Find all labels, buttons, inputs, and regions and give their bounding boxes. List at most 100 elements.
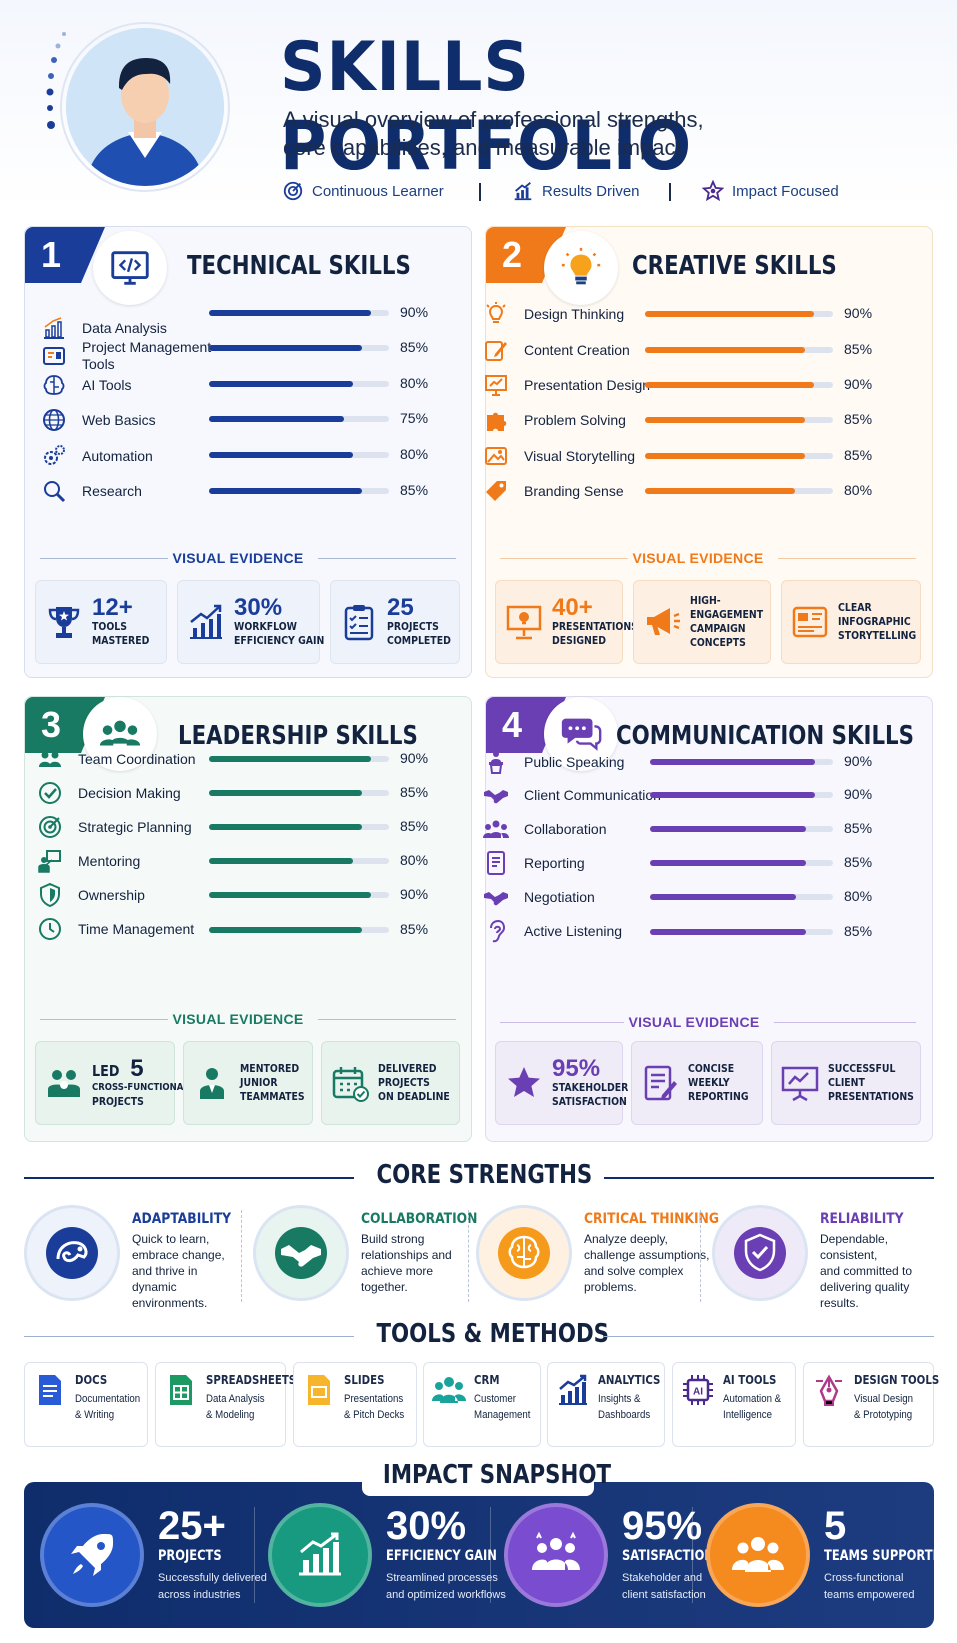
section-title: LEADERSHIP SKILLS xyxy=(178,721,418,751)
trophy-icon xyxy=(48,607,80,638)
evidence-divider xyxy=(318,1019,456,1020)
evidence-value: 30% xyxy=(234,594,283,621)
handshake-icon xyxy=(482,781,510,809)
skill-percent: 80% xyxy=(844,888,873,904)
impact-label: PROJECTS xyxy=(158,1548,222,1564)
evidence-line: PRESENTATIONS xyxy=(552,620,638,633)
desc-line: embrace change, xyxy=(132,1248,225,1262)
strength-divider xyxy=(700,1210,701,1302)
evidence-line: DESIGNED xyxy=(552,634,607,647)
skill-label: Active Listening xyxy=(524,922,623,939)
skill-progress-track xyxy=(645,488,833,494)
evidence-divider xyxy=(318,558,456,559)
tag-divider xyxy=(669,183,671,201)
skill-row-automation: Automation xyxy=(40,441,240,471)
section-rule xyxy=(604,1177,934,1179)
tool-title: AI TOOLS xyxy=(723,1373,777,1387)
evidence-line: WORKFLOW xyxy=(234,620,297,633)
skill-label: Research xyxy=(82,482,142,499)
tool-title: SPREADSHEETS xyxy=(206,1373,297,1387)
strength-text: ADAPTABILITY Quick to learn, embrace cha… xyxy=(132,1205,245,1311)
tool-description: Visual Design & Prototyping xyxy=(854,1391,942,1423)
tag-label-icon xyxy=(482,477,510,505)
tool-title: DOCS xyxy=(75,1373,108,1387)
mentor-person-icon xyxy=(200,1068,224,1099)
impact-value: 30% xyxy=(386,1504,467,1548)
group-icon xyxy=(482,815,510,843)
tool-title: ANALYTICS xyxy=(598,1373,661,1387)
impact-label: TEAMS SUPPORTED xyxy=(824,1548,950,1564)
skill-progress-track xyxy=(650,759,833,765)
evidence-line: CONCISE xyxy=(688,1062,735,1075)
evidence-line: DELIVERED xyxy=(378,1062,437,1075)
check-circle-icon xyxy=(36,779,64,807)
tool-text: DESIGN TOOLS Visual Design & Prototyping xyxy=(854,1373,954,1436)
checklist-clipboard-icon xyxy=(344,605,374,641)
desc-line: across industries xyxy=(158,1589,241,1601)
skill-progress-fill xyxy=(209,452,353,458)
impact-projects: 25+ PROJECTS Successfully delivered acros… xyxy=(40,1503,267,1607)
skill-progress-fill xyxy=(645,453,805,459)
customers-icon xyxy=(432,1377,466,1403)
evidence-line: STORYTELLING xyxy=(838,629,917,642)
evidence-line: CAMPAIGN xyxy=(690,622,746,635)
tool-description: Customer Management xyxy=(474,1391,531,1423)
evidence-line: CONCEPTS xyxy=(690,636,746,649)
tag-label: Impact Focused xyxy=(732,182,839,200)
skill-percent: 85% xyxy=(400,784,429,800)
impact-value: 95% xyxy=(622,1504,703,1548)
skill-progress-track xyxy=(209,416,389,422)
strength-icon-circle xyxy=(712,1205,808,1301)
strength-reliability: RELIABILITY Dependable, consistent, and … xyxy=(712,1205,942,1311)
impact-icon-circle xyxy=(504,1503,608,1607)
skill-progress-track xyxy=(650,894,833,900)
desc-line: Management xyxy=(474,1409,531,1421)
evidence-divider xyxy=(778,558,916,559)
tool-text: AI TOOLS Automation & Intelligence xyxy=(723,1373,789,1436)
skill-progress-track xyxy=(209,452,389,458)
skill-label: AI Tools xyxy=(82,376,132,393)
evidence-text: 95% STAKEHOLDER SATISFACTION xyxy=(552,1057,642,1109)
evidence-title: VISUAL EVIDENCE xyxy=(632,550,764,566)
desc-line: Visual Design xyxy=(854,1393,914,1405)
evidence-title: VISUAL EVIDENCE xyxy=(172,1011,304,1027)
desc-line: Quick to learn, xyxy=(132,1232,210,1246)
impact-text: 5 TEAMS SUPPORTED Cross-functional teams … xyxy=(824,1506,957,1604)
desc-line: and optimized workflows xyxy=(386,1589,506,1601)
skill-progress-fill xyxy=(209,345,362,351)
chameleon-icon xyxy=(46,1227,98,1279)
skill-percent: 85% xyxy=(844,411,873,427)
evidence-line: MENTORED xyxy=(240,1062,300,1075)
strength-critical-thinking: CRITICAL THINKING Analyze deeply, challe… xyxy=(476,1205,719,1301)
gears-icon xyxy=(40,442,68,470)
section-icon-circle xyxy=(544,231,618,305)
evidence-line: PROJECTS xyxy=(378,1076,430,1089)
evidence-text: HIGH- ENGAGEMENT CAMPAIGN CONCEPTS xyxy=(690,594,776,650)
tag-label: Results Driven xyxy=(542,182,640,200)
evidence-title: VISUAL EVIDENCE xyxy=(172,550,304,566)
skill-row-collaboration: Collaboration xyxy=(482,814,682,844)
skill-label: Time Management xyxy=(78,920,195,937)
tool-title: DESIGN TOOLS xyxy=(854,1373,940,1387)
report-document-icon xyxy=(482,849,510,877)
presentation-screen-icon xyxy=(781,1066,819,1102)
evidence-line: WEEKLY xyxy=(688,1076,730,1089)
desc-line: relationships and xyxy=(361,1248,452,1262)
evidence-text: LED 5 CROSS-FUNCTIONAL PROJECTS xyxy=(92,1057,206,1109)
evidence-line: PRESENTATIONS xyxy=(828,1090,914,1103)
evidence-tools-mastered: 12+ TOOLS MASTERED xyxy=(35,580,167,664)
desc-line: results. xyxy=(820,1296,859,1310)
desc-line: & Writing xyxy=(75,1409,115,1421)
tool-ai-tools: AI AI TOOLS Automation & Intelligence xyxy=(672,1362,796,1447)
skill-label: Web Basics xyxy=(82,411,156,428)
section-rule xyxy=(24,1336,354,1337)
impact-value: 25+ xyxy=(158,1504,226,1548)
skill-progress-fill xyxy=(209,858,353,864)
section-icon-circle xyxy=(544,697,618,771)
svg-text:AI: AI xyxy=(693,1387,703,1398)
skill-progress-track xyxy=(645,453,833,459)
desc-line: Documentation xyxy=(75,1393,141,1405)
impact-icon-circle xyxy=(40,1503,144,1607)
skill-row-decision-making: Decision Making xyxy=(36,778,236,808)
tool-title: SLIDES xyxy=(344,1373,385,1387)
